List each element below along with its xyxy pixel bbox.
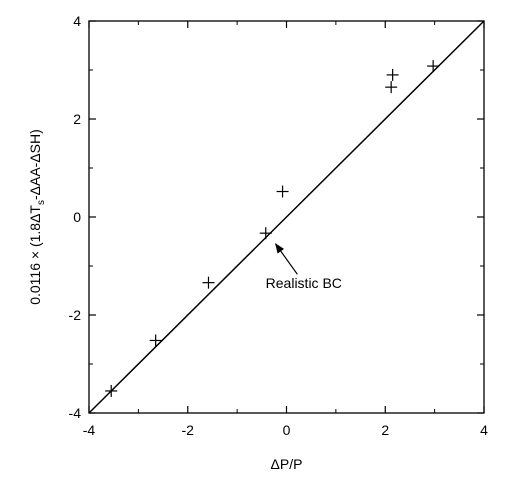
data-point: [202, 276, 215, 289]
x-tick-label: 4: [480, 422, 488, 438]
data-point: [276, 185, 289, 198]
y-tick-label: -4: [69, 405, 82, 421]
x-tick-label: -4: [83, 422, 96, 438]
y-tick-label: 2: [73, 111, 81, 127]
y-tick-label: 0: [73, 209, 81, 225]
data-point: [259, 227, 272, 240]
y-axis-title-subscript: s: [36, 200, 47, 205]
x-tick-label: -2: [182, 422, 195, 438]
y-axis-title: 0.0116 × (1.8ΔTs-ΔAA-ΔSH): [27, 129, 47, 305]
data-point: [105, 384, 118, 397]
data-point: [427, 60, 440, 73]
data-point: [385, 81, 398, 94]
y-tick-label: -2: [69, 307, 82, 323]
data-point: [386, 68, 399, 81]
y-axis-title-prefix: 0.0116 × (1.8ΔT: [27, 205, 43, 305]
reference-line: [88, 20, 485, 414]
x-tick-label: 2: [381, 422, 389, 438]
y-axis-title-suffix: -ΔAA-ΔSH): [27, 129, 43, 200]
annotation-arrow: [275, 243, 298, 275]
data-point: [149, 334, 162, 347]
x-tick-label: 0: [283, 422, 291, 438]
annotation-label: Realistic BC: [266, 275, 342, 291]
y-tick-label: 4: [73, 13, 81, 29]
x-axis-title: ΔP/P: [271, 456, 303, 472]
